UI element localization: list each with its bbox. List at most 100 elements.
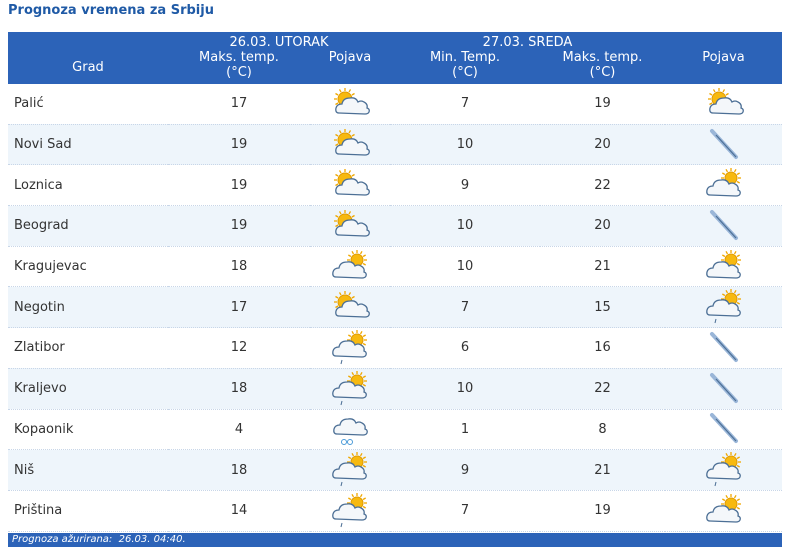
sun-ray xyxy=(721,498,725,501)
weather-icon xyxy=(332,492,367,527)
weather-icon xyxy=(705,452,741,487)
city-name: Kopaonik xyxy=(8,409,168,451)
city-name: Priština xyxy=(8,490,168,532)
snowflake xyxy=(347,439,353,446)
weather-icon-cell xyxy=(310,409,390,451)
weather-icon xyxy=(332,249,367,279)
weather-icon xyxy=(709,209,738,240)
sun-ray xyxy=(351,92,355,96)
sun-ray xyxy=(736,172,740,176)
sun-ray xyxy=(736,262,740,266)
sun-ray xyxy=(724,169,728,173)
forecast-table: 26.03. UTORAK 27.03. SREDA Grad Maks. tem… xyxy=(8,32,782,532)
sun-ray xyxy=(335,183,339,187)
sun-ray xyxy=(362,342,366,346)
weather-icon xyxy=(709,413,738,444)
sun-ray xyxy=(733,453,737,457)
sun-ray xyxy=(733,494,737,498)
sun-ray xyxy=(712,88,716,93)
sun-ray xyxy=(362,262,366,266)
weather-icon-cell xyxy=(665,409,782,451)
sun-ray xyxy=(724,453,728,457)
sun-ray xyxy=(348,129,352,133)
sun-ray xyxy=(338,211,342,215)
sun-ray xyxy=(351,250,355,254)
city-row: Negotin 17 7 15 xyxy=(8,286,782,329)
weather-icon-cell xyxy=(310,124,390,166)
max-temp: 18 xyxy=(168,368,310,410)
sun-ray xyxy=(351,174,355,177)
weather-icon xyxy=(709,331,738,362)
min-temp: 7 xyxy=(390,490,540,532)
sun-ray xyxy=(338,88,342,93)
drop xyxy=(340,481,343,487)
sun-ray xyxy=(362,497,366,500)
weather-icon-cell xyxy=(310,246,390,288)
sun-ray xyxy=(335,142,339,146)
max-temp: 18 xyxy=(168,246,310,288)
sun-ray xyxy=(351,214,355,218)
sun-ray xyxy=(338,129,342,133)
min-temp: 10 xyxy=(390,246,540,288)
sun-ray xyxy=(359,493,363,497)
sun-ray xyxy=(335,224,339,227)
sun-ray xyxy=(335,92,339,96)
city-row: Palić 17 7 19 xyxy=(8,84,782,125)
sun-ray xyxy=(721,254,725,257)
city-name: Zlatibor xyxy=(8,327,168,369)
cloud xyxy=(705,462,741,480)
column-header: Maks. temp. (°C) xyxy=(540,50,665,84)
weather-icon xyxy=(332,329,367,365)
column-header: Maks. temp. (°C) xyxy=(168,50,310,84)
sun-ray xyxy=(359,453,363,457)
max-temp: 19 xyxy=(540,490,665,532)
weather-icon xyxy=(707,87,744,115)
weather-icon-cell xyxy=(665,205,782,247)
sun-ray xyxy=(348,456,352,460)
weather-icon-cell xyxy=(310,84,390,125)
city-row: Zlatibor 12 6 16 xyxy=(8,327,782,369)
sun-ray xyxy=(351,493,355,497)
sun-ray xyxy=(335,214,339,218)
weather-icon-cell xyxy=(310,286,390,329)
sun-ray xyxy=(362,505,366,509)
max-temp: 20 xyxy=(540,205,665,247)
cloud xyxy=(705,504,741,523)
city-row: Novi Sad 19 10 20 xyxy=(8,124,782,166)
cloud xyxy=(705,299,741,317)
city-name: Beograd xyxy=(8,205,168,247)
streak xyxy=(715,418,736,442)
table-body: Palić 17 7 19 Novi Sad 19 10 20 Loznica 19 9 22 Beog… xyxy=(8,84,782,532)
streak xyxy=(715,134,736,157)
weather-icon-cell xyxy=(310,490,390,532)
sun-ray xyxy=(724,494,728,498)
sun-ray xyxy=(736,302,740,305)
sun-ray xyxy=(736,456,740,460)
max-temp: 19 xyxy=(168,124,310,166)
max-temp: 19 xyxy=(168,164,310,207)
weather-icon-cell xyxy=(665,246,782,288)
cloud xyxy=(335,97,370,115)
sun-ray xyxy=(335,305,339,309)
sun-ray xyxy=(362,254,366,257)
cloud xyxy=(332,380,367,399)
sun-ray xyxy=(736,293,740,297)
sun-ray xyxy=(348,292,352,296)
city-name: Negotin xyxy=(8,286,168,329)
weather-icon xyxy=(332,452,367,487)
date-header-row: 26.03. UTORAK 27.03. SREDA xyxy=(8,32,782,50)
cloud xyxy=(708,97,744,115)
sun-ray xyxy=(335,296,339,299)
max-temp: 4 xyxy=(168,409,310,451)
min-temp: 7 xyxy=(390,84,540,125)
max-temp: 14 xyxy=(168,490,310,532)
weather-icon xyxy=(705,493,741,523)
city-row: Kopaonik 4 1 8 xyxy=(8,409,782,451)
weather-icon-cell xyxy=(665,164,782,207)
sun-ray xyxy=(724,250,728,254)
sun-ray xyxy=(351,453,355,457)
max-temp: 18 xyxy=(168,449,310,491)
max-temp: 21 xyxy=(540,246,665,288)
cloud xyxy=(332,502,367,521)
weather-icon xyxy=(709,128,738,159)
